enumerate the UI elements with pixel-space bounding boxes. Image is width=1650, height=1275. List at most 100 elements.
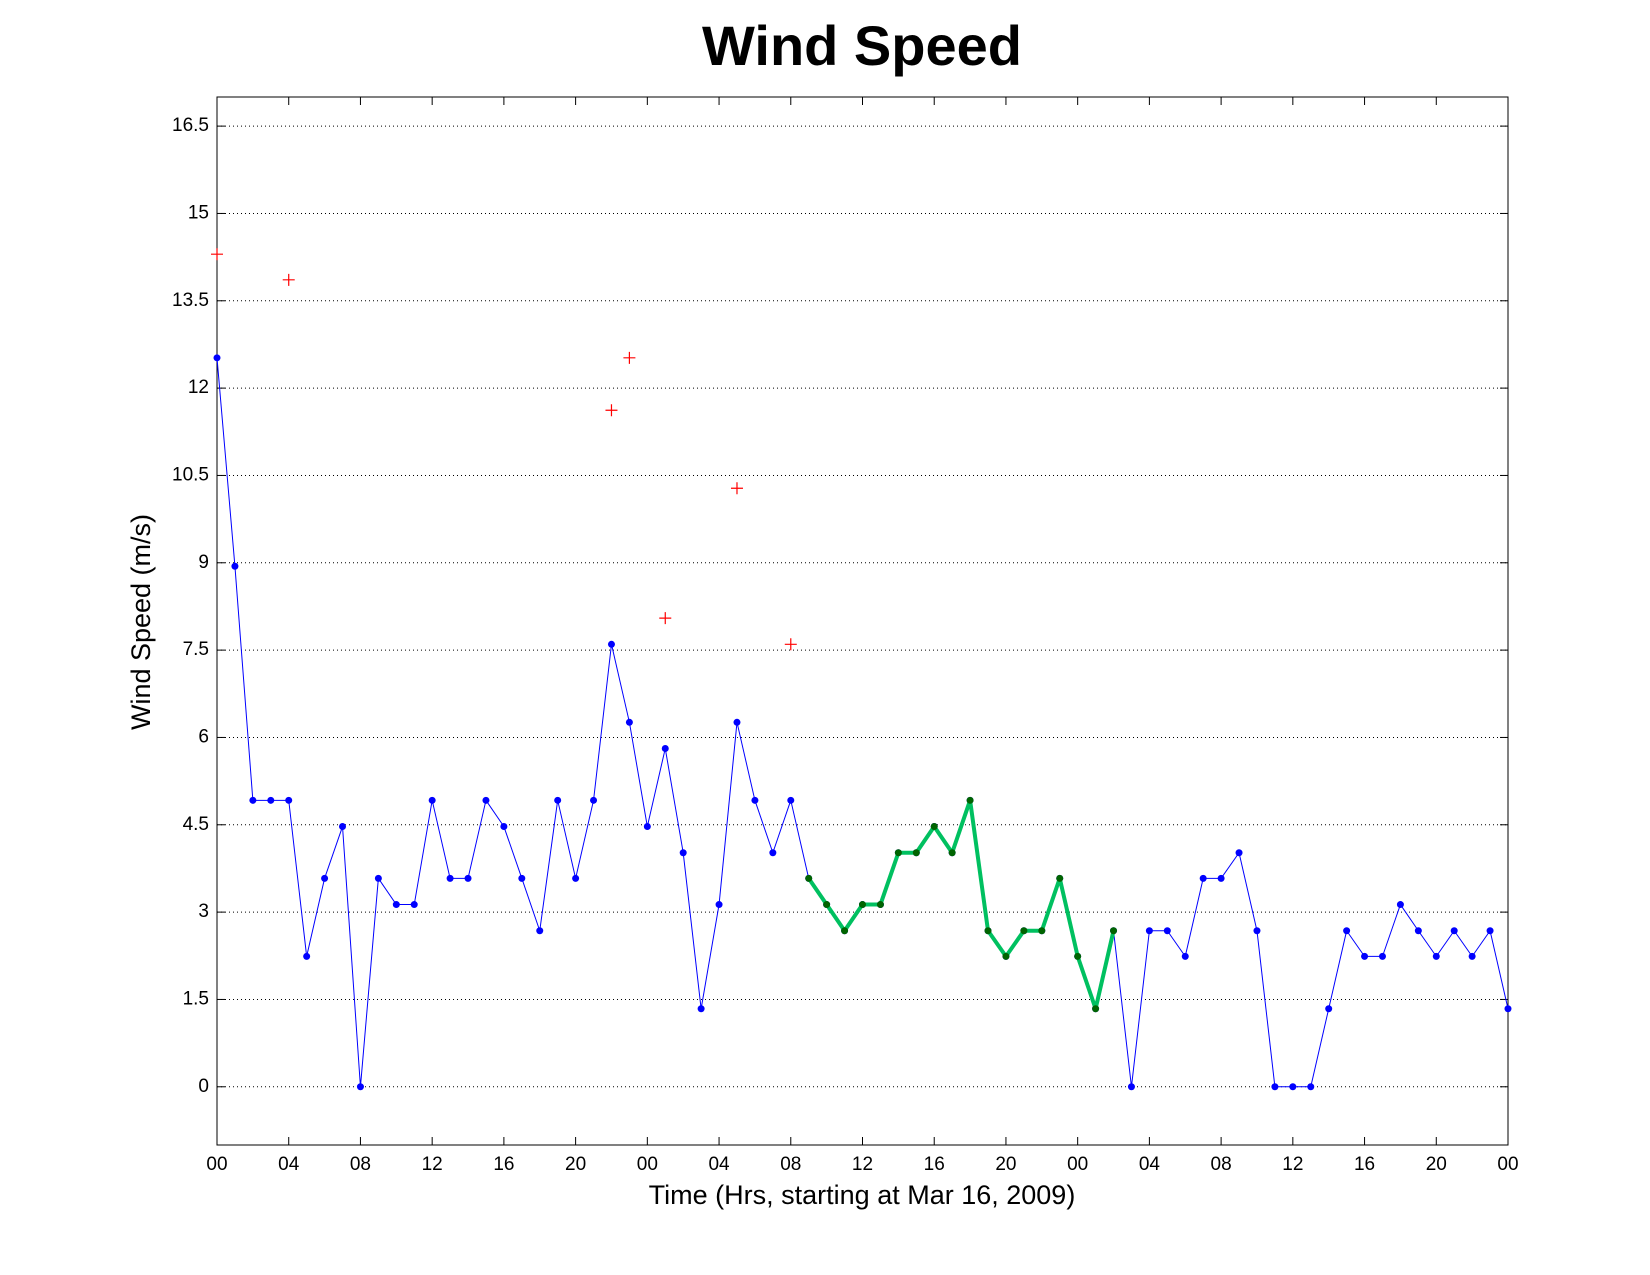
- point: [1217, 874, 1225, 882]
- point: [984, 927, 992, 935]
- point: [1020, 927, 1028, 935]
- point: [1056, 874, 1064, 882]
- plus-marker: [659, 612, 672, 625]
- point: [1235, 849, 1243, 857]
- point: [805, 874, 813, 882]
- series-line: [216, 357, 1509, 1088]
- point: [733, 718, 741, 726]
- point: [1127, 1083, 1135, 1091]
- point: [1181, 952, 1189, 960]
- plot-frame: [216, 96, 1509, 1146]
- x-tick-label: 04: [1139, 1154, 1161, 1175]
- chart-title: Wind Speed: [702, 14, 1022, 77]
- point: [859, 901, 866, 909]
- series-line: [807, 798, 1116, 1011]
- point: [554, 796, 562, 804]
- point: [661, 745, 669, 753]
- x-axis-label: Time (Hrs, starting at Mar 16, 2009): [649, 1180, 1076, 1210]
- point: [930, 823, 938, 831]
- y-axis-label: Wind Speed (m/s): [126, 514, 156, 730]
- point: [643, 823, 651, 831]
- point: [231, 562, 239, 570]
- x-tick-label: 16: [924, 1154, 945, 1175]
- point: [518, 874, 526, 882]
- point: [715, 901, 723, 909]
- point: [339, 823, 347, 831]
- x-tick-label: 00: [637, 1154, 658, 1175]
- point: [410, 901, 418, 909]
- y-tick-label: 3: [198, 901, 209, 922]
- point: [285, 796, 293, 804]
- point: [769, 849, 777, 857]
- x-tick-label: 08: [1211, 1154, 1232, 1175]
- x-tick-label: 00: [1067, 1154, 1088, 1175]
- point: [374, 874, 382, 882]
- point: [500, 823, 508, 831]
- point: [1468, 952, 1476, 960]
- point: [213, 354, 221, 362]
- point: [1414, 927, 1422, 935]
- point: [1450, 927, 1458, 935]
- point: [1289, 1083, 1297, 1091]
- point: [1343, 927, 1351, 935]
- point: [1253, 927, 1261, 935]
- point: [392, 901, 400, 909]
- x-tick-label: 00: [206, 1154, 227, 1175]
- point: [1432, 952, 1440, 960]
- point: [787, 796, 795, 804]
- x-tick-label: 00: [1497, 1154, 1518, 1175]
- point: [303, 952, 311, 960]
- y-tick-label: 10.5: [172, 464, 209, 485]
- y-tick-label: 16.5: [172, 115, 209, 136]
- plus-marker: [730, 482, 743, 495]
- y-tick-label: 0: [198, 1076, 209, 1097]
- point: [1396, 901, 1404, 909]
- x-tick-label: 20: [1426, 1154, 1447, 1175]
- point: [1378, 952, 1386, 960]
- y-tick-label: 6: [198, 726, 209, 747]
- plus-marker: [282, 273, 295, 286]
- point: [697, 1005, 705, 1013]
- x-tick-label: 16: [1354, 1154, 1375, 1175]
- x-tick-label: 12: [852, 1154, 873, 1175]
- point: [948, 849, 956, 857]
- y-tick-label: 15: [188, 202, 209, 223]
- x-tick-label: 08: [780, 1154, 801, 1175]
- y-tick-label: 13.5: [172, 290, 209, 311]
- y-tick-label: 9: [198, 552, 209, 573]
- point: [1325, 1005, 1333, 1013]
- point: [751, 796, 759, 804]
- y-tick-label: 4.5: [183, 814, 209, 835]
- point: [1002, 952, 1010, 960]
- plus-marker: [605, 404, 618, 417]
- plus-marker: [623, 351, 636, 364]
- point: [536, 927, 544, 935]
- plus-marker: [784, 638, 797, 651]
- point: [1110, 927, 1118, 935]
- point: [1074, 952, 1082, 960]
- point: [607, 640, 615, 648]
- point: [1307, 1083, 1315, 1091]
- point: [1163, 927, 1171, 935]
- point: [1504, 1005, 1512, 1013]
- point: [823, 901, 831, 909]
- point: [1271, 1083, 1279, 1091]
- point: [625, 718, 633, 726]
- y-tick-label: 7.5: [183, 639, 209, 660]
- point: [267, 796, 275, 804]
- x-tick-label: 04: [708, 1154, 730, 1175]
- y-tick-label: 1.5: [183, 988, 209, 1009]
- point: [590, 796, 598, 804]
- point: [321, 874, 329, 882]
- x-tick-label: 20: [565, 1154, 586, 1175]
- point: [482, 796, 490, 804]
- y-tick-label: 12: [188, 377, 209, 398]
- point: [1486, 927, 1494, 935]
- x-tick-label: 12: [1282, 1154, 1303, 1175]
- point: [966, 796, 974, 804]
- x-tick-label: 08: [350, 1154, 371, 1175]
- point: [912, 849, 920, 857]
- point: [1361, 952, 1369, 960]
- point: [249, 796, 257, 804]
